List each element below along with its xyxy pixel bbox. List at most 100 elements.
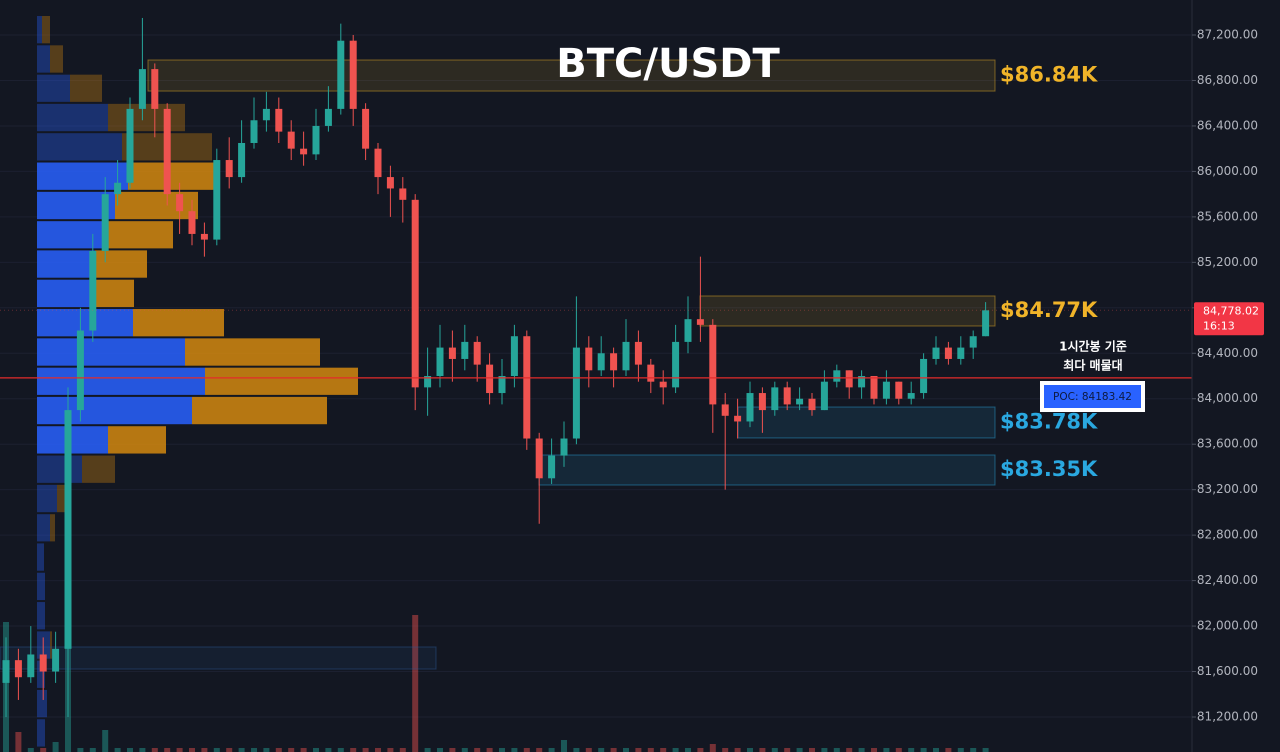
profile-buy bbox=[37, 133, 122, 161]
y-tick-label: 82,800.00 bbox=[1197, 528, 1258, 542]
volume-bar bbox=[139, 748, 146, 752]
y-tick-label: 81,200.00 bbox=[1197, 709, 1258, 723]
candle-body bbox=[820, 381, 828, 411]
candle-body bbox=[771, 387, 779, 411]
candle-body bbox=[858, 376, 866, 388]
candle-body bbox=[461, 341, 469, 359]
profile-sell bbox=[92, 279, 134, 308]
profile-buy bbox=[37, 602, 45, 630]
profile-buy bbox=[37, 16, 42, 44]
candle-body bbox=[225, 160, 233, 178]
candle-body bbox=[622, 341, 630, 371]
volume-bar bbox=[151, 748, 158, 752]
candle-body bbox=[486, 364, 494, 394]
volume-bar bbox=[27, 748, 34, 752]
volume-bar bbox=[399, 748, 406, 752]
volume-bar bbox=[77, 748, 84, 752]
volume-bar bbox=[945, 748, 952, 752]
volume-bar bbox=[251, 748, 257, 752]
volume-bar bbox=[449, 748, 456, 752]
volume-bar bbox=[920, 748, 927, 752]
candle-body bbox=[895, 381, 903, 399]
volume-bar bbox=[102, 730, 109, 752]
candle-body bbox=[200, 233, 208, 240]
y-tick-label: 85,600.00 bbox=[1197, 209, 1258, 223]
volume-bar bbox=[461, 748, 468, 752]
candle-body bbox=[39, 654, 47, 672]
volume-bar bbox=[821, 748, 828, 752]
volume-bar bbox=[15, 732, 22, 752]
annotation: 1시간봉 기준 bbox=[1059, 339, 1127, 354]
volume-bar bbox=[796, 748, 803, 752]
volume-bar bbox=[846, 748, 853, 752]
zone bbox=[538, 454, 996, 486]
candle-body bbox=[2, 660, 10, 683]
zone bbox=[699, 295, 996, 327]
volume-bar bbox=[573, 748, 580, 752]
volume-bar bbox=[486, 748, 493, 752]
volume-bar bbox=[337, 748, 344, 752]
candle-body bbox=[808, 398, 816, 411]
volume-bar bbox=[933, 748, 939, 752]
volume-bar bbox=[499, 748, 505, 752]
volume-bar bbox=[288, 748, 295, 752]
candle-body bbox=[275, 108, 283, 132]
volume-bar bbox=[561, 740, 567, 752]
profile-buy bbox=[37, 279, 92, 308]
volume-bar bbox=[362, 748, 369, 752]
candle-body bbox=[151, 69, 159, 109]
volume-bar bbox=[734, 748, 741, 752]
candle-body bbox=[920, 358, 928, 394]
candle-body bbox=[349, 40, 357, 109]
volume-bar bbox=[437, 748, 443, 752]
candle-body bbox=[523, 336, 531, 439]
volume-bar bbox=[40, 748, 47, 752]
volume-bar bbox=[424, 748, 431, 752]
candle-body bbox=[932, 347, 940, 359]
candle-body bbox=[238, 142, 246, 178]
y-tick-label: 81,600.00 bbox=[1197, 664, 1258, 678]
candle-body bbox=[262, 108, 270, 121]
profile-buy bbox=[37, 74, 70, 102]
candle-body bbox=[213, 160, 221, 240]
volume-bar bbox=[474, 748, 481, 752]
volume-bar bbox=[635, 748, 642, 752]
last-price-label: 84,778.02 bbox=[1203, 304, 1259, 317]
profile-buy bbox=[37, 221, 103, 249]
candle-body bbox=[585, 347, 593, 371]
volume-bar bbox=[387, 748, 394, 752]
price-axis: 87,200.00 86,800.00 86,400.00 86,000.00 85,6… bbox=[1192, 28, 1264, 723]
candle-body bbox=[448, 347, 456, 359]
volume-bar bbox=[697, 748, 704, 752]
y-tick-label: 82,400.00 bbox=[1197, 573, 1258, 587]
volume-bar bbox=[226, 748, 233, 752]
volume-bar bbox=[895, 748, 902, 752]
candle-body bbox=[176, 194, 184, 212]
candle-body bbox=[783, 387, 791, 405]
zone-label: $86.84K bbox=[1000, 63, 1098, 87]
volume-bar bbox=[176, 748, 183, 752]
candle-body bbox=[424, 376, 432, 388]
volume-bar bbox=[598, 748, 605, 752]
volume-bar bbox=[970, 748, 977, 752]
volume-bar bbox=[511, 748, 518, 752]
profile-buy bbox=[37, 250, 95, 278]
y-tick-label: 85,200.00 bbox=[1197, 255, 1258, 269]
candle-body bbox=[907, 393, 915, 399]
volume-bar bbox=[275, 748, 282, 752]
volume-bar bbox=[325, 748, 332, 752]
candle-body bbox=[659, 381, 667, 388]
chart-title: BTC/USDT bbox=[556, 41, 780, 87]
volume-bar bbox=[883, 748, 890, 752]
volume-bar bbox=[957, 748, 964, 752]
candle-body bbox=[870, 376, 878, 399]
volume-bar bbox=[375, 748, 381, 752]
candle-body bbox=[324, 108, 332, 126]
candle-body bbox=[163, 108, 171, 195]
profile-sell bbox=[82, 455, 115, 483]
candle-body bbox=[734, 415, 742, 422]
candle-body bbox=[572, 347, 580, 439]
volume-bar bbox=[685, 748, 691, 752]
profile-buy bbox=[37, 396, 192, 425]
